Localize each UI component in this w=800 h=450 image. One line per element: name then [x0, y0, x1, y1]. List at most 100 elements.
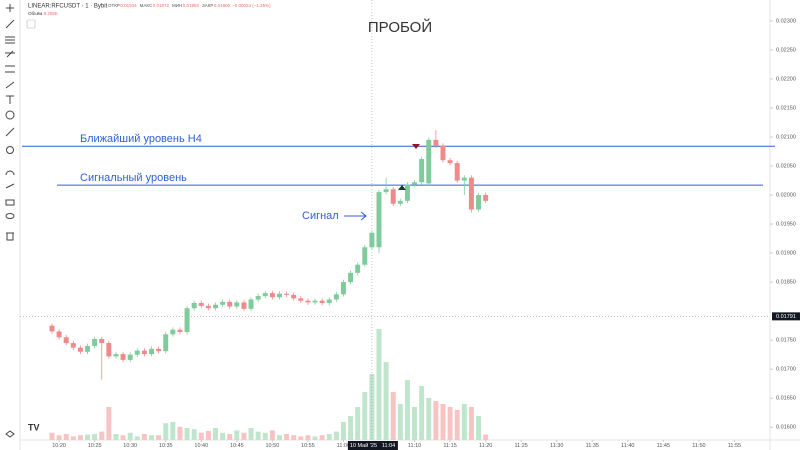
volume-bar — [63, 434, 69, 440]
zoom-tool[interactable] — [6, 146, 14, 154]
candle-body — [483, 195, 489, 201]
emoji-tool[interactable] — [5, 110, 15, 120]
volume-bar — [362, 392, 368, 440]
candle-body — [156, 348, 162, 352]
volume-bar — [106, 407, 112, 440]
header-high-label: МАКС — [140, 3, 153, 8]
candle-body — [447, 160, 453, 164]
candle-body — [454, 163, 460, 181]
ruler-tool[interactable] — [5, 127, 15, 137]
candle-body — [419, 159, 425, 183]
volume-bar — [476, 416, 482, 440]
candle-body — [362, 247, 368, 265]
volume-bar — [355, 407, 361, 440]
y-tick-label: 0.01900 — [776, 251, 796, 257]
volume-label: Объём 9.255K — [28, 11, 58, 16]
volume-bar — [440, 404, 446, 440]
x-tick-label: 10:35 — [159, 443, 173, 449]
toolbar-icons[interactable] — [5, 4, 15, 438]
candle-body — [468, 177, 474, 210]
candle-body — [49, 325, 55, 332]
y-tick-label: 0.01700 — [776, 367, 796, 373]
header-open-label: ОТКР — [108, 3, 120, 8]
candle-body — [319, 300, 325, 304]
trendline-tool[interactable] — [5, 19, 15, 29]
toolbar — [0, 0, 20, 450]
crosshair-tool[interactable] — [6, 4, 14, 12]
signal-arrow — [344, 211, 367, 221]
brush-tool[interactable] — [5, 81, 15, 89]
lock-tool[interactable] — [5, 199, 15, 206]
candle-body — [433, 139, 439, 146]
volume-bar — [383, 362, 389, 440]
candle-body — [412, 182, 418, 185]
volume-bar — [234, 430, 240, 440]
volume-bar — [127, 432, 133, 440]
candle-body — [106, 343, 112, 357]
candle-body — [312, 300, 318, 303]
x-tick-label: 10:30 — [123, 443, 137, 449]
trash-tool[interactable] — [6, 232, 14, 241]
volume-bar — [298, 436, 304, 440]
x-tick-label: 11:10 — [408, 443, 421, 449]
candle-body — [262, 293, 268, 297]
header-low-label: МИН — [172, 3, 182, 8]
candle-body — [369, 232, 375, 248]
header-open: 0.01934 — [120, 3, 137, 8]
chart-title: ПРОБОЙ — [368, 18, 432, 36]
x-tick-label: 11:00 — [337, 443, 350, 449]
candle-body — [227, 301, 233, 307]
collapse-button[interactable] — [26, 19, 36, 29]
volume-bar — [483, 434, 489, 440]
measure-tool[interactable] — [5, 65, 15, 73]
pattern-tool[interactable] — [5, 50, 15, 58]
x-tick-label: 11:45 — [657, 443, 670, 449]
volume-bar — [269, 430, 275, 440]
volume-bar — [70, 436, 76, 440]
eye-tool[interactable] — [5, 213, 15, 219]
header-low: 0.01892 — [183, 3, 200, 8]
candle-body — [440, 145, 446, 161]
volume-bar — [333, 431, 339, 440]
y-tick-label: 0.02200 — [776, 76, 796, 82]
x-tick-label: 11:40 — [621, 443, 634, 449]
candle-body — [77, 347, 83, 352]
crosshair-date: 10 Май '25 — [350, 442, 377, 449]
candle-body — [70, 343, 76, 348]
volume-bar — [312, 436, 318, 440]
volume-bar — [248, 428, 254, 440]
volume-bar — [397, 404, 403, 440]
candle-body — [170, 329, 176, 335]
text-tool[interactable] — [6, 95, 14, 104]
header-high: 0.01972 — [153, 3, 170, 8]
volume-bar — [369, 374, 375, 440]
x-tick-label: 10:45 — [230, 443, 244, 449]
x-tick-label: 10:55 — [301, 443, 315, 449]
candle-body — [191, 303, 197, 309]
volume-bar — [340, 422, 346, 440]
candle-body — [355, 264, 361, 273]
volume-bar — [255, 431, 261, 440]
volume-bar — [120, 435, 126, 440]
lock-draw-tool[interactable] — [5, 183, 15, 189]
candle-body — [426, 139, 432, 184]
volume-bar — [198, 432, 204, 440]
y-tick-label: 0.01750 — [776, 338, 796, 344]
volume-bar — [426, 398, 432, 440]
volume-bar — [461, 404, 467, 440]
signal-label: Сигнал — [302, 210, 339, 222]
candle-body — [255, 296, 261, 300]
volume-bar — [454, 410, 460, 440]
layers-tool[interactable] — [5, 430, 15, 438]
volume-bar — [468, 407, 474, 440]
candle-body — [163, 334, 169, 352]
volume-bar — [205, 431, 211, 440]
candle-body — [177, 329, 183, 333]
fib-tool[interactable] — [5, 36, 15, 44]
y-tick-label: 0.01950 — [776, 222, 796, 228]
x-tick-label: 10:40 — [194, 443, 208, 449]
volume-bar — [77, 435, 83, 440]
magnet-tool[interactable] — [5, 170, 15, 176]
y-tick-label: 0.02300 — [776, 18, 796, 24]
